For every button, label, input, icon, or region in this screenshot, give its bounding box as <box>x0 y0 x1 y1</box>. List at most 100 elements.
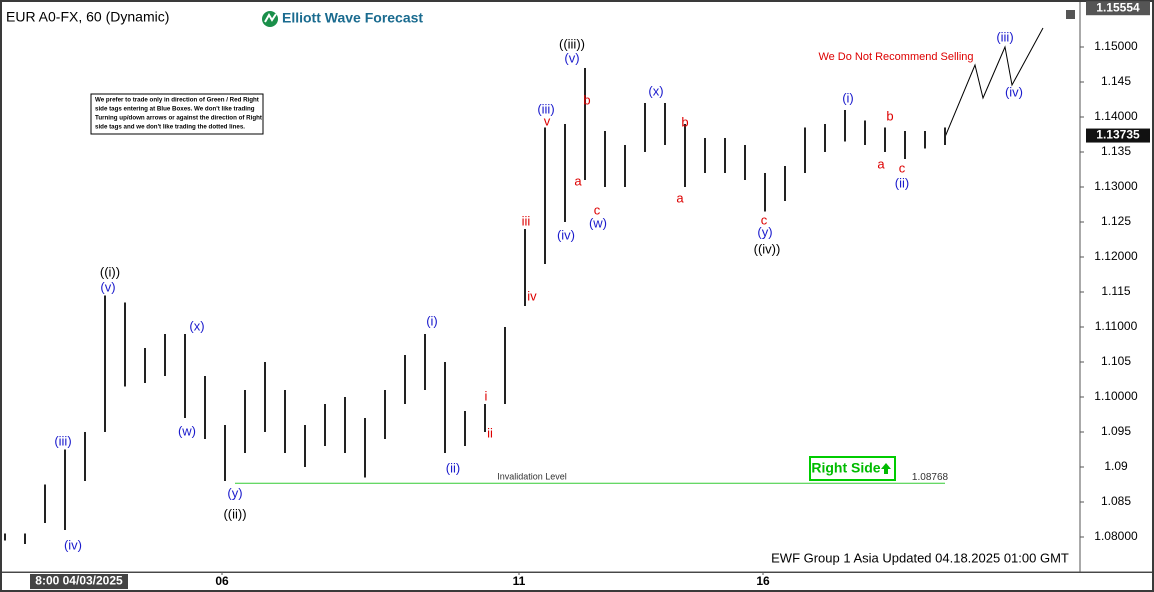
price-bar <box>4 533 6 541</box>
price-bar <box>464 410 466 446</box>
wave-label: c <box>594 202 601 217</box>
price-tag <box>1086 1 1150 16</box>
wave-label: a <box>676 190 684 205</box>
price-bar <box>724 137 726 173</box>
price-bar <box>264 361 266 432</box>
price-bar <box>424 333 426 390</box>
logo-icon <box>262 11 278 27</box>
price-bar <box>324 403 326 446</box>
price-bar <box>884 127 886 152</box>
price-bar <box>804 127 806 173</box>
price-bar <box>344 396 346 453</box>
wave-label: (iii) <box>537 101 554 116</box>
note: We prefer to trade only in direction of … <box>95 97 262 131</box>
invalidation-value: 1.08768 <box>912 472 949 483</box>
start-label-box <box>30 574 128 589</box>
price-bar <box>904 130 906 159</box>
wave-label: (iii) <box>54 433 71 448</box>
price-bar <box>604 130 606 187</box>
wave-label: (iv) <box>64 537 82 552</box>
price-bar <box>484 403 486 432</box>
price-bar <box>224 424 226 481</box>
price-bar <box>24 533 26 544</box>
y-tick-label: 1.135 <box>1101 144 1131 158</box>
wave-label: (v) <box>564 50 579 65</box>
price-tag-label: 1.13735 <box>1096 128 1140 142</box>
wave-label: (w) <box>589 215 607 230</box>
note-line: We prefer to trade only in direction of … <box>95 97 259 104</box>
wave-label: (x) <box>189 318 204 333</box>
wave-label: ((i)) <box>100 264 120 279</box>
y-tick-label: 1.085 <box>1101 494 1131 508</box>
price-bar <box>844 109 846 142</box>
invalidation-label: Invalidation Level <box>497 471 567 481</box>
right-side-box <box>809 456 896 481</box>
wave-label: v <box>544 113 551 128</box>
price-bar <box>544 127 546 264</box>
price-tag-label: 1.15554 <box>1096 0 1140 14</box>
icon <box>1066 10 1075 19</box>
wave-label: c <box>761 212 768 227</box>
y-tick-label: 1.14000 <box>1094 109 1138 123</box>
price-bar <box>664 102 666 145</box>
price-bar <box>864 120 866 145</box>
wave-label: (iv) <box>557 227 575 242</box>
wave-label: a <box>574 173 582 188</box>
right-side-tag: Right Side <box>811 460 880 476</box>
wave-label: ((iii)) <box>559 36 585 51</box>
price-bar <box>824 123 826 152</box>
price-bar <box>184 333 186 418</box>
price-bar <box>364 417 366 478</box>
y-tick-label: 1.115 <box>1101 284 1130 298</box>
price-bar <box>64 449 66 530</box>
wave-label: (x) <box>648 83 663 98</box>
note-line: side tags and we don't like trading the … <box>95 124 245 131</box>
price-bar <box>764 172 766 212</box>
price-axis <box>1080 2 1152 572</box>
note-line: side tags entering at Blue Boxes. We don… <box>95 106 255 113</box>
y-tick-label: 1.15000 <box>1094 39 1138 53</box>
x-tick-label: 16 <box>756 574 770 588</box>
price-bar <box>644 102 646 152</box>
wave-label: c <box>899 160 906 175</box>
time-axis <box>2 573 1152 590</box>
chart-title: EUR A0-FX, 60 (Dynamic) <box>6 9 169 25</box>
price-bar <box>404 354 406 404</box>
projection-path <box>944 27 1044 138</box>
price-bar <box>124 302 126 387</box>
wave-label: b <box>583 92 590 107</box>
y-tick-label: 1.105 <box>1101 354 1131 368</box>
y-tick-label: 1.12000 <box>1094 249 1138 263</box>
wave-label: (iii) <box>996 29 1013 44</box>
note-box <box>90 93 264 135</box>
price-bar <box>304 424 306 467</box>
wave-label: iii <box>522 213 531 228</box>
price-bar <box>84 431 86 481</box>
price-bar <box>564 123 566 222</box>
price-bar <box>204 375 206 439</box>
wave-label: (v) <box>100 279 115 294</box>
wave-label: (w) <box>178 423 196 438</box>
footer: EWF Group 1 Asia Updated 04.18.2025 01:0… <box>771 550 1069 565</box>
price-bar <box>584 67 586 180</box>
wave-label: (i) <box>426 313 438 328</box>
wave-label: ((iv)) <box>754 241 781 256</box>
price-bar <box>924 130 926 149</box>
wave-label: iv <box>527 288 537 303</box>
wave-label: (ii) <box>895 175 909 190</box>
y-tick-label: 1.125 <box>1101 214 1131 228</box>
price-bar <box>244 389 246 453</box>
wave-label: a <box>877 156 885 171</box>
price-bar <box>944 127 946 145</box>
wave-label: i <box>485 388 488 403</box>
wave-label: b <box>681 114 688 129</box>
arrow-icon <box>881 463 891 474</box>
x-tick-label: 11 <box>513 574 526 588</box>
x-tick-label: 06 <box>215 574 229 588</box>
price-bar <box>444 361 446 453</box>
price-bar <box>504 326 506 404</box>
price-bar <box>744 144 746 180</box>
y-tick-label: 1.095 <box>1101 424 1131 438</box>
warning: We Do Not Recommend Selling <box>818 51 973 63</box>
